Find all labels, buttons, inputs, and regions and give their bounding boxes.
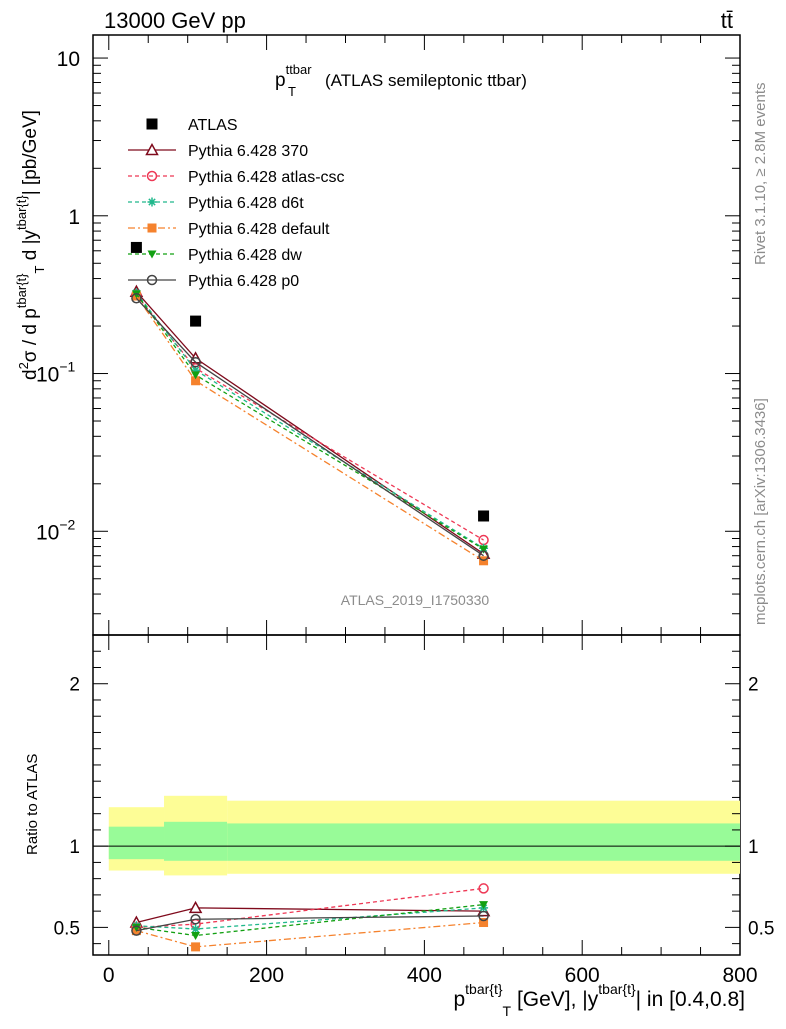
- ratio-point-2-1: [191, 924, 201, 934]
- main-point-0-2: [478, 510, 490, 522]
- main-series-line-1: [135, 291, 484, 555]
- ratio-y-tick-label-right: 2: [748, 675, 759, 696]
- main-y-tick-label: 10: [57, 48, 80, 71]
- main-point-3-1: [191, 365, 201, 375]
- main-point-5-2: [479, 545, 489, 554]
- x-tick-label: 600: [565, 964, 600, 987]
- main-series-line-3: [135, 292, 484, 549]
- main-point-6-2: [478, 550, 489, 561]
- main-point-5-1: [191, 371, 201, 380]
- main-series-group: [129, 241, 491, 566]
- x-tick-label: 0: [103, 964, 115, 987]
- legend-label-1: Pythia 6.428 370: [188, 143, 308, 160]
- ratio-series-line-5: [136, 915, 484, 932]
- main-y-axis-label: d2σ / d ptbar{t}T d |ytbar{t}| [pb/GeV]: [14, 110, 47, 380]
- legend-marker-2: [146, 170, 158, 182]
- energy-label: 13000 GeV pp: [104, 8, 246, 33]
- main-point-6-0: [131, 293, 142, 304]
- analysis-watermark: ATLAS_2019_I1750330: [341, 592, 490, 608]
- plot-title: pttbar T (ATLAS semileptonic ttbar): [275, 62, 527, 99]
- ratio-series-line-1: [136, 887, 484, 929]
- ratio-point-3-1: [191, 942, 201, 952]
- legend-marker-3: [147, 197, 157, 207]
- x-tick-label: 400: [407, 964, 442, 987]
- legend-marker-6: [146, 274, 158, 286]
- main-y-tick-label: 10−1: [36, 359, 76, 387]
- rivet-version-label: Rivet 3.1.10, ≥ 2.8M events: [752, 83, 769, 266]
- legend: ATLAS Pythia 6.428 370 Pythia 6.428 atlas-…: [128, 117, 345, 290]
- ratio-point-4-2: [479, 901, 489, 910]
- ratio-axis-ticks: 0.5 0.5 1 1 2 2 0 200 400 600 800: [54, 635, 774, 987]
- ratio-band-green-2: [227, 823, 740, 861]
- legend-label-5: Pythia 6.428 dw: [188, 247, 302, 264]
- ratio-series-group: [129, 883, 491, 952]
- ratio-point-0-1: [188, 900, 203, 914]
- ratio-band-green-1: [164, 821, 228, 861]
- ratio-y-tick-label: 2: [69, 675, 80, 696]
- main-series-line-2: [135, 294, 484, 541]
- legend-marker-5: [147, 250, 157, 259]
- process-label: tt̄: [721, 8, 733, 33]
- ratio-point-1-2: [478, 883, 489, 894]
- ratio-y-tick-label-right: 1: [748, 837, 759, 858]
- main-axis-ticks: 10−2 10−1 1 10: [36, 35, 741, 635]
- legend-marker-0: [146, 118, 158, 130]
- legend-label-2: Pythia 6.428 atlas-csc: [188, 169, 345, 186]
- ratio-point-5-0: [131, 925, 142, 936]
- ratio-point-5-2: [478, 910, 489, 922]
- ratio-point-4-1: [191, 932, 201, 941]
- legend-marker-1: [145, 142, 159, 156]
- mcplots-label: mcplots.cern.ch [arXiv:1306.3436]: [752, 398, 769, 625]
- ratio-point-5-1: [190, 914, 201, 925]
- main-y-tick-label: 1: [68, 206, 80, 229]
- ratio-point-3-2: [479, 918, 489, 928]
- ratio-band-green-0: [108, 826, 165, 860]
- main-series-line-6: [135, 297, 484, 557]
- legend-marker-4: [147, 223, 157, 233]
- x-tick-label: 800: [722, 964, 757, 987]
- ratio-uncertainty-bands: [93, 795, 740, 876]
- main-series-line-5: [135, 293, 484, 550]
- x-tick-label: 200: [249, 964, 284, 987]
- legend-label-6: Pythia 6.428 p0: [188, 273, 299, 290]
- ratio-y-tick-label: 0.5: [54, 918, 80, 939]
- plot-title-sup: ttbar: [286, 62, 313, 77]
- legend-label-3: Pythia 6.428 d6t: [188, 195, 304, 212]
- plot-title-rest: (ATLAS semileptonic ttbar): [325, 71, 527, 90]
- legend-label-4: Pythia 6.428 default: [188, 221, 330, 238]
- plot-title-sub: T: [288, 84, 296, 99]
- ratio-point-4-0: [131, 923, 141, 932]
- ratio-y-axis-label: Ratio to ATLAS: [24, 754, 41, 855]
- ratio-y-tick-label: 1: [69, 837, 80, 858]
- main-point-0-1: [190, 315, 202, 327]
- main-point-0-0: [130, 241, 142, 253]
- ratio-y-tick-label-right: 0.5: [748, 918, 774, 939]
- main-series-line-4: [135, 295, 484, 562]
- ratio-panel-frame: [92, 634, 741, 956]
- plot-title-main: p: [275, 70, 286, 91]
- legend-label-0: ATLAS: [188, 117, 238, 134]
- main-point-6-1: [190, 356, 201, 368]
- main-y-tick-label: 10−2: [36, 516, 76, 544]
- main-point-4-1: [191, 376, 201, 386]
